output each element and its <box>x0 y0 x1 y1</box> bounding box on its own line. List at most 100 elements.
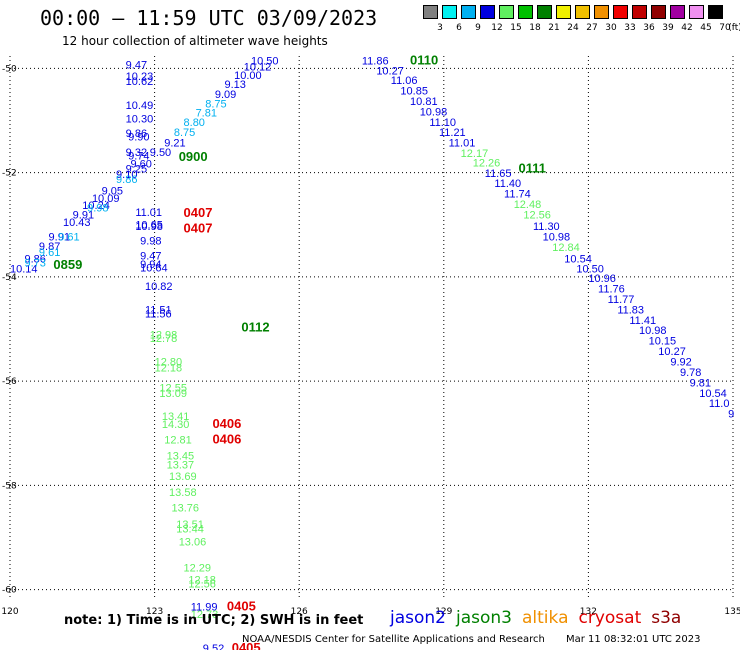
colorbar-label: 27 <box>586 23 598 33</box>
y-tick-label: -52 <box>2 169 17 179</box>
wave-height-label: 10.12 <box>244 62 272 74</box>
colorbar-swatch <box>689 5 704 19</box>
colorbar-label: 24 <box>567 23 579 33</box>
colorbar-swatch <box>423 5 438 19</box>
wave-height-label: 11.30 <box>533 221 560 233</box>
colorbar-swatch <box>518 5 533 19</box>
wave-height-label: 9.25 <box>126 164 147 176</box>
x-tick-label: 126 <box>291 607 308 617</box>
wave-height-label: 13.09 <box>159 388 187 400</box>
wave-height-label: 10.98 <box>639 325 667 337</box>
wave-height-label: 12.26 <box>473 157 501 169</box>
wave-height-label: 9.13 <box>224 79 245 91</box>
wave-height-label: 12.56 <box>523 210 551 222</box>
y-tick-label: -56 <box>2 377 17 387</box>
wave-height-label: 11.41 <box>629 315 656 327</box>
wave-height-label: 9.47 <box>140 251 161 263</box>
pass-time-label: 0859 <box>53 257 82 272</box>
wave-height-label: 14.30 <box>162 419 190 431</box>
wave-height-label: 11.65 <box>485 168 512 180</box>
wave-height-label: 9.05 <box>102 186 123 198</box>
wave-height-label: 10.27 <box>658 346 686 358</box>
pass-time-label: 0405 <box>232 640 261 650</box>
legend-altika: altika <box>522 608 569 628</box>
wave-height-label: 10.50 <box>576 264 604 276</box>
colorbar-swatch <box>556 5 571 19</box>
wave-height-label: 13.37 <box>167 460 195 472</box>
colorbar-swatch <box>537 5 552 19</box>
wave-height-label: 9.86 <box>126 128 147 140</box>
wave-height-label: 12.78 <box>150 333 178 345</box>
wave-height-label: 10.54 <box>564 253 592 265</box>
colorbar-label: 6 <box>456 23 462 33</box>
page-subtitle: 12 hour collection of altimeter wave hei… <box>62 34 328 48</box>
colorbar-swatch <box>499 5 514 19</box>
wave-height-label: 9.47 <box>126 59 147 71</box>
wave-height-label: 9.73 <box>24 257 45 269</box>
wave-height-label: 11.86 <box>362 55 389 67</box>
wave-height-label: 9.98 <box>140 236 161 248</box>
wave-height-label: 11.76 <box>598 284 625 296</box>
y-tick-label: -50 <box>2 64 17 74</box>
legend-cryosat: cryosat <box>578 608 642 628</box>
wave-height-label: 11.56 <box>145 309 172 321</box>
x-tick-label: 132 <box>580 607 597 617</box>
wave-height-label: 8.75 <box>174 127 195 139</box>
wave-height-label: 13.76 <box>171 502 199 514</box>
footer-timestamp: Mar 11 08:32:01 UTC 2023 <box>566 634 701 645</box>
wave-height-label: 10.30 <box>126 114 154 126</box>
colorbar-swatch <box>442 5 457 19</box>
wave-height-label: 10.54 <box>699 388 727 400</box>
satellite-legend: jason2 jason3 altika cryosat s3a <box>390 608 691 628</box>
wave-height-label: 10.43 <box>63 217 91 229</box>
wave-height-label: 13.41 <box>162 411 190 423</box>
colorbar-swatch <box>461 5 476 19</box>
wave-height-label: 9.32 <box>126 147 147 159</box>
legend-jason3: jason3 <box>456 608 512 628</box>
wave-height-label: 9.09 <box>215 89 236 101</box>
colorbar-swatch <box>480 5 495 19</box>
wave-height-label: 10.15 <box>649 336 677 348</box>
wave-height-label: 10.50 <box>251 55 279 67</box>
wave-height-label: 11.77 <box>608 294 635 306</box>
wave-height-label: 10.82 <box>145 281 173 293</box>
wave-height-label: 11.01 <box>135 207 162 219</box>
wave-height-label: 9.21 <box>164 138 185 150</box>
wave-height-label: 9.94 <box>140 259 161 271</box>
wave-height-label: 9.90 <box>128 131 149 143</box>
wave-height-label: 10.65 <box>135 219 163 231</box>
pass-time-label: 0112 <box>241 320 269 335</box>
colorbar-label: 30 <box>605 23 617 33</box>
wave-height-label: 7.81 <box>196 107 217 119</box>
legend-s3a: s3a <box>651 608 682 628</box>
colorbar-label: 70 <box>719 23 731 33</box>
wave-height-label: 10.96 <box>588 273 616 285</box>
footer-credit: NOAA/NESDIS Center for Satellite Applica… <box>242 634 545 645</box>
pass-time-label: 0407 <box>184 221 213 236</box>
wave-height-label: 12.98 <box>150 329 178 341</box>
x-tick-label: 135 <box>724 607 740 617</box>
y-tick-label: -58 <box>2 481 17 491</box>
wave-height-label: 12.18 <box>155 363 183 375</box>
wave-height-label: 11.83 <box>617 304 644 316</box>
wave-height-label: 8.80 <box>184 117 205 129</box>
colorbar-label: 36 <box>643 23 655 33</box>
wave-height-label: 9.50 <box>150 147 171 159</box>
wave-height-label: 12.84 <box>552 242 580 254</box>
wave-height-label: 9.87 <box>39 241 60 253</box>
wave-height-label: 10.14 <box>10 264 38 276</box>
wave-height-label: 11.40 <box>494 178 521 190</box>
wave-height-label: 9.10 <box>116 169 137 181</box>
colorbar-label: 3 <box>437 23 443 33</box>
wave-height-label: 10.85 <box>400 85 428 97</box>
colorbar-swatch <box>575 5 590 19</box>
colorbar-label: 39 <box>662 23 674 33</box>
wave-height-label: 9.74 <box>128 151 149 163</box>
wave-height-label: 9.60 <box>131 158 152 170</box>
colorbar-swatch <box>651 5 666 19</box>
colorbar-label: 12 <box>491 23 503 33</box>
pass-time-label: 0900 <box>179 149 208 164</box>
wave-height-label: 13.51 <box>176 519 204 531</box>
colorbar-unit: (ft) <box>728 23 740 33</box>
